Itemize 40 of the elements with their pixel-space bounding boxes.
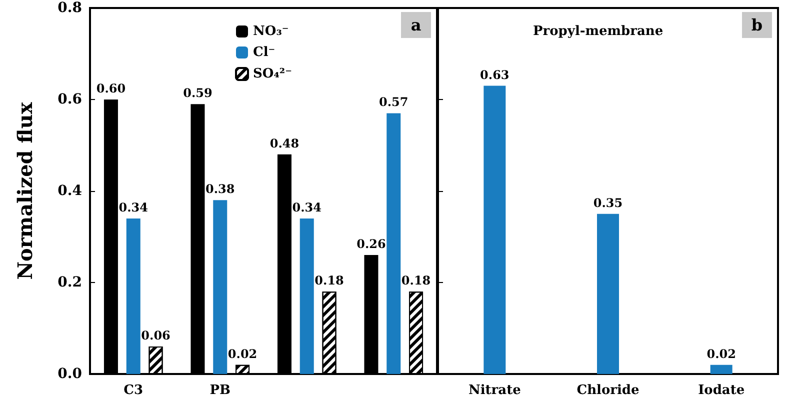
legend-label: NO₃⁻ — [253, 24, 289, 39]
data-label: 0.18 — [314, 274, 344, 288]
bar — [213, 200, 228, 374]
data-label: 0.38 — [206, 182, 235, 196]
data-label: 0.18 — [401, 274, 431, 288]
x-tick-label: PB — [210, 383, 231, 398]
annotation: a — [410, 16, 422, 34]
data-label: 0.34 — [292, 200, 322, 214]
data-label: 0.02 — [706, 346, 736, 361]
annotation: b — [751, 16, 763, 34]
y-axis-title: Normalized flux — [13, 101, 37, 280]
bar — [190, 104, 205, 374]
data-label: 0.06 — [141, 328, 170, 343]
data-label: 0.48 — [270, 136, 300, 150]
y-tick-label: 0.2 — [58, 274, 82, 290]
data-label: 0.02 — [228, 346, 258, 361]
bar — [277, 154, 292, 374]
x-tick-label: Nitrate — [468, 383, 521, 398]
y-tick-label: 0.0 — [58, 366, 82, 382]
x-tick-label: C3 — [124, 383, 144, 398]
text: Propyl-membrane — [533, 24, 664, 39]
data-label: 0.60 — [96, 82, 126, 96]
bar — [300, 218, 314, 374]
data-label: 0.59 — [183, 86, 212, 100]
y-tick-label: 0.6 — [58, 92, 82, 108]
x-tick-label: Iodate — [698, 383, 745, 398]
bar — [364, 255, 378, 374]
bar — [386, 113, 401, 374]
y-tick-label: 0.8 — [58, 0, 82, 16]
data-label: 0.57 — [379, 95, 408, 110]
x-tick-label: Chloride — [576, 383, 640, 398]
legend-label: SO₄²⁻ — [253, 66, 292, 82]
data-label: 0.34 — [118, 200, 148, 214]
bar — [126, 218, 140, 374]
data-label: 0.35 — [593, 196, 623, 210]
bar — [104, 100, 118, 374]
data-label: 0.63 — [480, 68, 510, 82]
data-label: 0.26 — [356, 237, 386, 252]
y-tick-label: 0.4 — [58, 183, 82, 199]
legend-label: Cl⁻ — [253, 45, 276, 60]
